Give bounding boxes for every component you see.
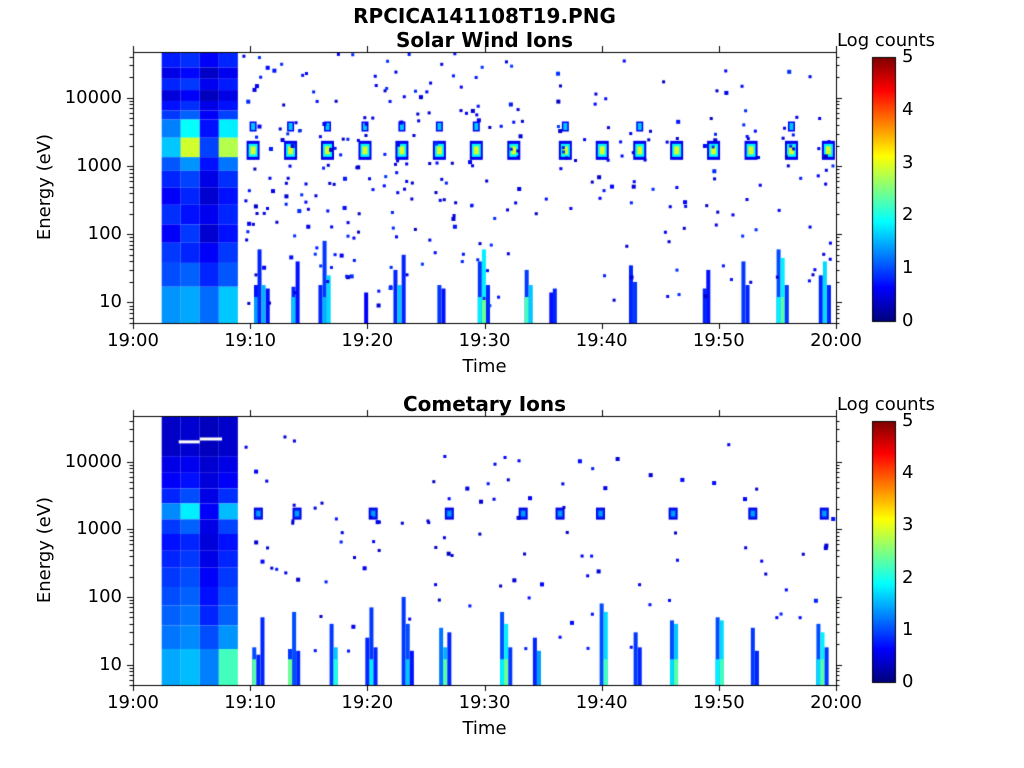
y-tick-label: 10000 <box>64 450 122 472</box>
y-tick-label: 10000 <box>64 86 122 108</box>
panel-title-cometary: Cometary Ions <box>402 392 567 416</box>
colorbar-title-bottom: Log counts <box>836 394 936 415</box>
colorbar-tick-label: 2 <box>902 204 914 226</box>
colorbar-tick-label: 2 <box>902 566 914 588</box>
x-tick-label: 19:10 <box>224 330 277 351</box>
x-tick-label: 19:20 <box>341 330 394 351</box>
y-tick-label: 10 <box>99 291 122 313</box>
colorbar-tick-label: 0 <box>902 310 914 331</box>
x-tick-label: 19:00 <box>107 692 159 713</box>
y-tick-label: 10 <box>99 653 122 675</box>
y-tick-label: 1000 <box>76 155 122 177</box>
y-axis-title-bottom: Energy (eV) <box>34 496 55 604</box>
colorbar-title-top: Log counts <box>836 30 936 51</box>
x-tick-label: 19:50 <box>692 330 745 351</box>
y-axis-title-top: Energy (eV) <box>34 133 55 241</box>
x-tick-label: 19:30 <box>458 692 511 713</box>
y-tick-label: 100 <box>87 223 122 245</box>
x-tick-label: 19:30 <box>458 330 511 351</box>
x-axis-title-bottom: Time <box>462 718 507 739</box>
x-tick-label: 19:10 <box>224 692 277 713</box>
colorbar-tick-label: 3 <box>902 514 914 536</box>
colorbar-tick-label: 4 <box>902 98 914 120</box>
x-axis-title-top: Time <box>462 356 507 377</box>
x-tick-label: 19:20 <box>341 692 394 713</box>
y-tick-label: 1000 <box>76 518 122 540</box>
figure-title: RPCICA141108T19.PNG <box>353 4 616 28</box>
colorbar-tick-label: 5 <box>902 46 914 67</box>
panel-title-solar-wind: Solar Wind Ions <box>395 28 574 52</box>
x-tick-label: 19:00 <box>107 330 159 351</box>
x-tick-label: 20:00 <box>810 330 862 351</box>
colorbar-tick-label: 1 <box>902 618 914 640</box>
colorbar-tick-label: 3 <box>902 151 914 173</box>
x-tick-label: 20:00 <box>810 692 862 713</box>
x-tick-label: 19:40 <box>575 692 628 713</box>
colorbar-tick-label: 4 <box>902 462 914 484</box>
colorbar-tick-label: 0 <box>902 671 914 692</box>
x-tick-label: 19:40 <box>575 330 628 351</box>
colorbar-tick-label: 1 <box>902 257 914 279</box>
x-tick-label: 19:50 <box>692 692 745 713</box>
colorbar-tick-label: 5 <box>902 410 914 431</box>
y-tick-label: 100 <box>87 585 122 607</box>
